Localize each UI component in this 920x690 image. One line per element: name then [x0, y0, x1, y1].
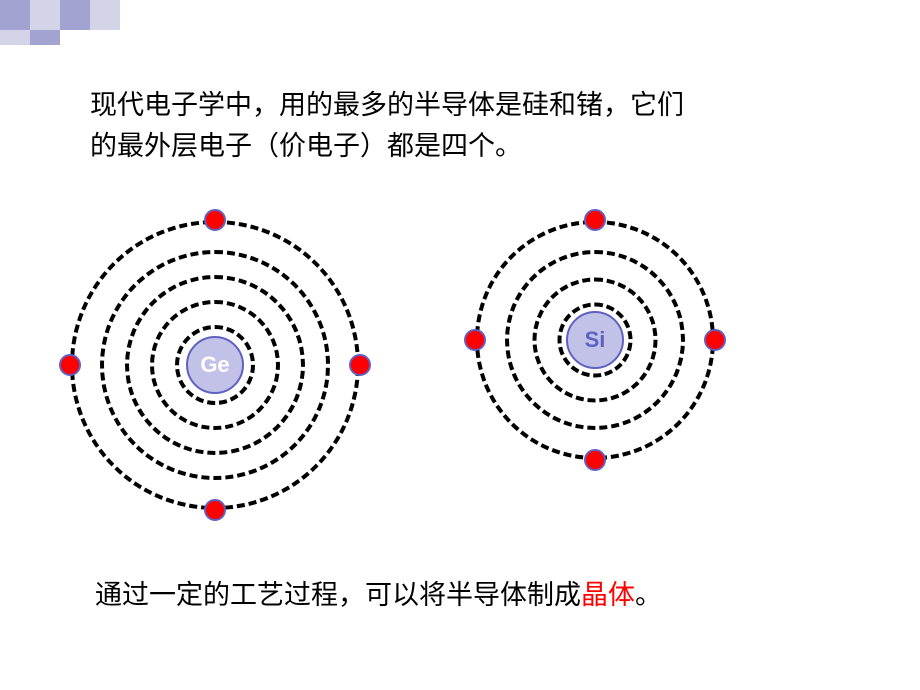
bottom-paragraph: 通过一定的工艺过程，可以将半导体制成晶体。: [95, 573, 662, 612]
nucleus-si: Si: [566, 311, 624, 369]
decoration-square: [0, 30, 30, 45]
intro-line-1: 现代电子学中，用的最多的半导体是硅和锗，它们: [90, 90, 684, 120]
bottom-text-suffix: 。: [635, 580, 662, 610]
decoration-square: [60, 0, 90, 30]
nucleus-ge: Ge: [186, 336, 244, 394]
valence-electron: [584, 449, 606, 471]
intro-paragraph: 现代电子学中，用的最多的半导体是硅和锗，它们 的最外层电子（价电子）都是四个。: [90, 85, 860, 166]
silicon-atom-diagram: Si: [470, 215, 720, 465]
valence-electron: [464, 329, 486, 351]
decoration-square: [30, 30, 60, 45]
bottom-text-prefix: 通过一定的工艺过程，可以将半导体制成: [95, 580, 581, 610]
valence-electron: [704, 329, 726, 351]
bottom-text-highlight: 晶体: [581, 580, 635, 610]
decoration-square: [90, 0, 120, 30]
intro-line-2: 的最外层电子（价电子）都是四个。: [90, 131, 522, 161]
valence-electron: [59, 354, 81, 376]
decoration-square: [30, 0, 60, 30]
valence-electron: [204, 209, 226, 231]
germanium-atom-diagram: Ge: [60, 210, 370, 520]
decoration-square: [0, 0, 30, 30]
valence-electron: [584, 209, 606, 231]
valence-electron: [349, 354, 371, 376]
valence-electron: [204, 499, 226, 521]
